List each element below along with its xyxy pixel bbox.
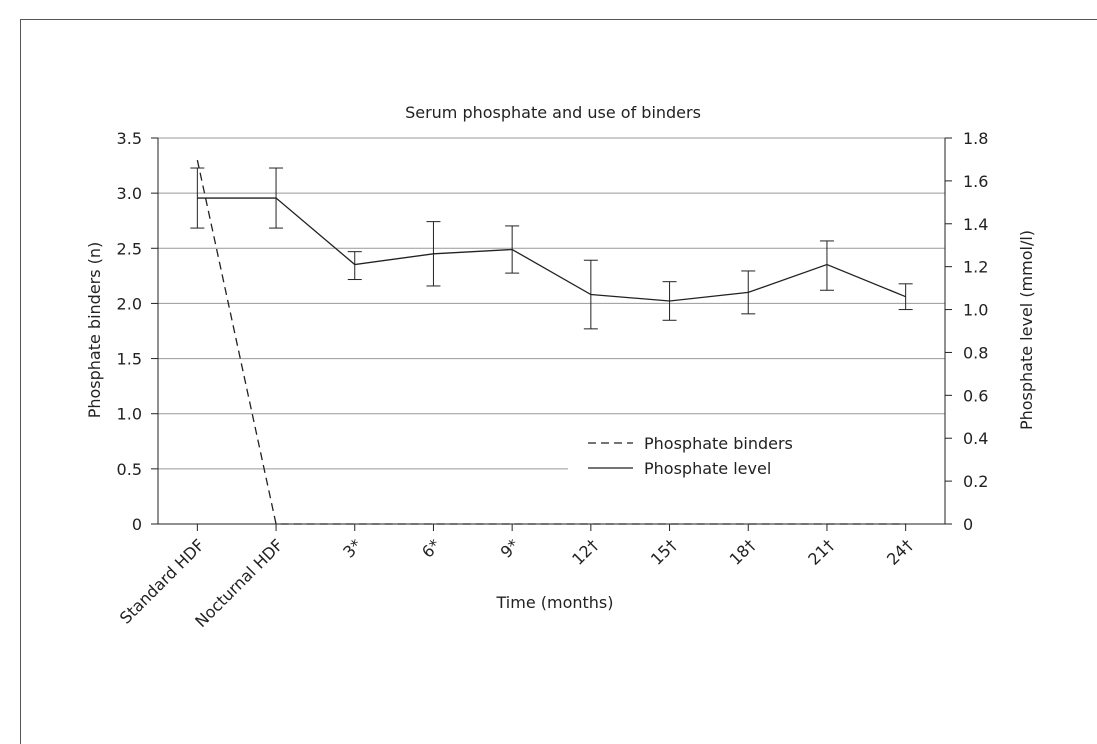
y-tick-label-left-0: 0 bbox=[132, 515, 142, 534]
legend: Phosphate binders Phosphate level bbox=[588, 434, 793, 478]
axes bbox=[151, 137, 952, 531]
y-tick-label-left-7: 3.5 bbox=[117, 129, 142, 148]
y-tick-label-left-5: 2.5 bbox=[117, 239, 142, 258]
x-tick-label-9: 24† bbox=[883, 535, 916, 568]
x-tick-label-3: 6* bbox=[418, 535, 444, 561]
legend-label-phosphate-binders: Phosphate binders bbox=[644, 434, 793, 453]
y-tick-label-left-2: 1.0 bbox=[117, 405, 142, 424]
figure-frame bbox=[20, 19, 1097, 744]
series-line-phosphate-binders bbox=[196, 159, 906, 525]
y-tick-label-right-4: 0.8 bbox=[963, 343, 988, 362]
y-tick-label-right-5: 1.0 bbox=[963, 301, 988, 320]
y-tick-label-right-2: 0.4 bbox=[963, 429, 988, 448]
x-tick-label-2: 3* bbox=[339, 535, 365, 561]
y-axis-label-left: Phosphate binders (n) bbox=[85, 242, 104, 419]
y-tick-label-left-1: 0.5 bbox=[117, 460, 142, 479]
y-tick-label-right-9: 1.8 bbox=[963, 129, 988, 148]
x-tick-label-4: 9* bbox=[497, 535, 523, 561]
series-line-phosphate-level bbox=[197, 197, 906, 302]
y-tick-label-right-7: 1.4 bbox=[963, 215, 988, 234]
y-tick-label-right-6: 1.2 bbox=[963, 258, 988, 277]
x-axis-label: Time (months) bbox=[496, 593, 614, 612]
x-tick-label-5: 12† bbox=[568, 535, 601, 568]
tick-labels: 0 0.5 1.0 1.5 2.0 2.5 3.0 3.5 0 0.2 0.4 0.6 0.8 1.0 1.… bbox=[116, 129, 989, 631]
chart-title: Serum phosphate and use of binders bbox=[405, 103, 701, 122]
gridlines bbox=[158, 137, 945, 470]
y-tick-label-left-4: 2.0 bbox=[117, 294, 142, 313]
x-tick-label-7: 18† bbox=[726, 535, 759, 568]
legend-label-phosphate-level: Phosphate level bbox=[644, 459, 771, 478]
chart-marks bbox=[190, 159, 913, 525]
x-tick-label-8: 21† bbox=[804, 535, 837, 568]
y-tick-label-right-8: 1.6 bbox=[963, 172, 988, 191]
y-tick-label-left-3: 1.5 bbox=[117, 350, 142, 369]
y-axis-label-right: Phosphate level (mmol/l) bbox=[1017, 230, 1036, 430]
y-tick-label-right-1: 0.2 bbox=[963, 472, 988, 491]
y-tick-label-right-0: 0 bbox=[963, 515, 973, 534]
y-tick-label-right-3: 0.6 bbox=[963, 386, 988, 405]
x-tick-label-6: 15† bbox=[647, 535, 680, 568]
y-tick-label-left-6: 3.0 bbox=[117, 184, 142, 203]
